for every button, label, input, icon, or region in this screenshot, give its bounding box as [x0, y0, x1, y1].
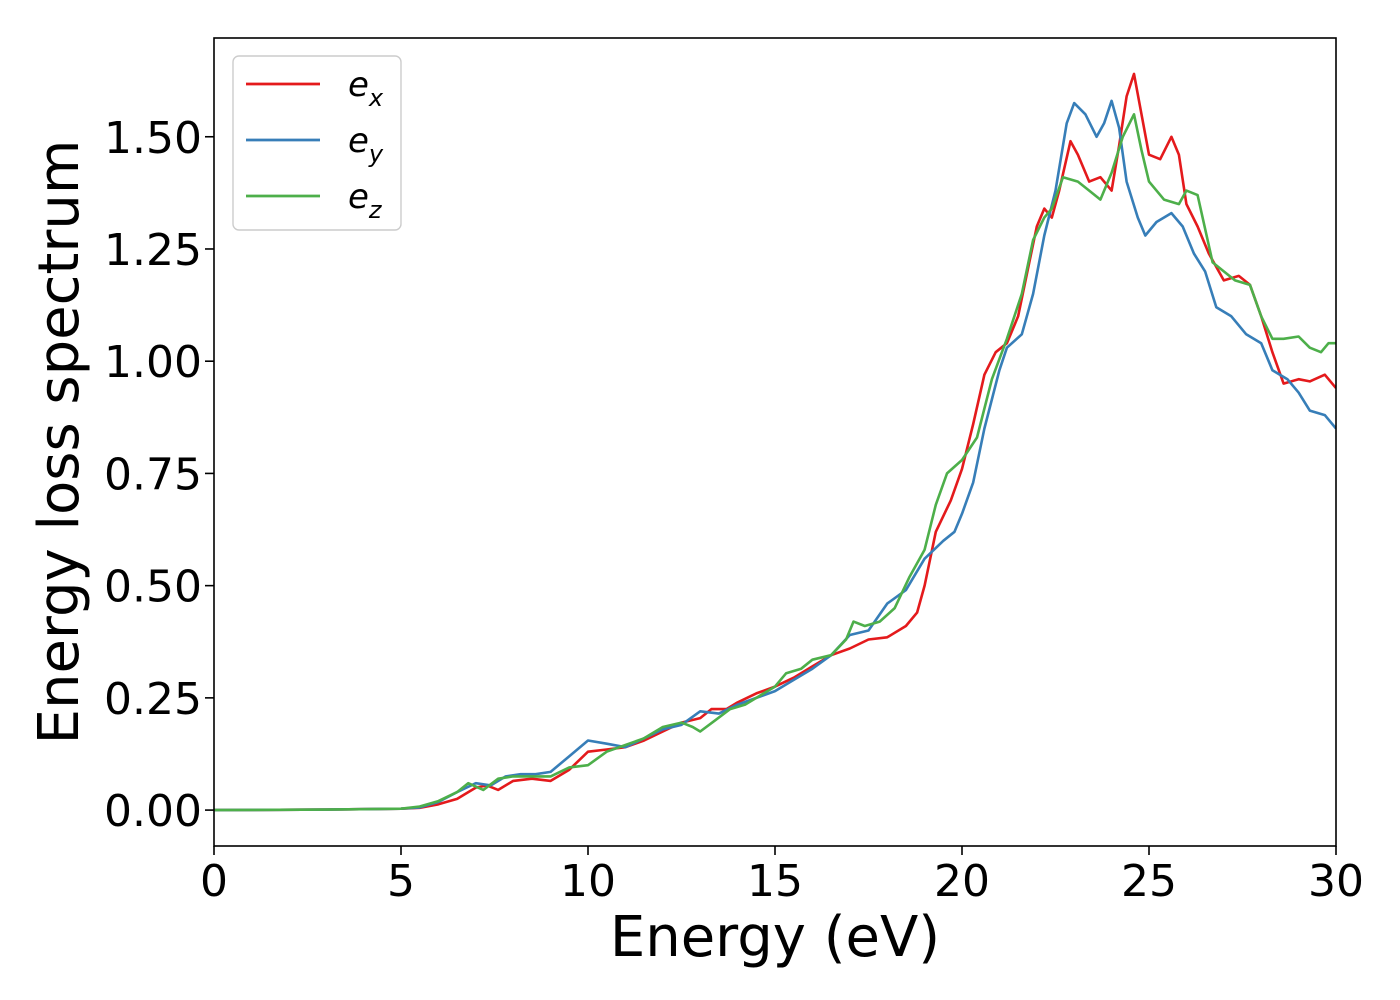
x-axis-label: Energy (eV) — [610, 905, 940, 970]
series-line-ez — [214, 113, 1336, 812]
legend-subscript: x — [368, 84, 384, 112]
y-tick-label: 0.00 — [104, 786, 202, 837]
y-tick-label: 0.75 — [104, 449, 202, 500]
series-line-ey — [214, 99, 1336, 812]
legend-subscript: z — [368, 196, 383, 224]
x-tick-label: 25 — [1121, 856, 1177, 907]
x-tick-label: 0 — [200, 856, 228, 907]
legend-label-ez: ez — [348, 177, 383, 224]
x-tick-label: 10 — [560, 856, 616, 907]
x-tick-label: 5 — [387, 856, 415, 907]
y-tick-label: 0.25 — [104, 674, 202, 725]
x-tick-label: 30 — [1308, 856, 1364, 907]
y-axis-label: Energy loss spectrum — [27, 140, 92, 745]
y-tick-label: 1.50 — [104, 113, 202, 164]
legend-box — [232, 55, 402, 231]
x-axis-ticks: 0 5 10 15 20 25 30 — [200, 846, 1364, 907]
x-tick-label: 15 — [747, 856, 803, 907]
y-axis-ticks: 0.00 0.25 0.50 0.75 1.00 1.25 1.50 — [104, 113, 214, 837]
y-tick-label: 1.00 — [104, 337, 202, 388]
legend-subscript: y — [368, 140, 384, 168]
x-tick-label: 20 — [934, 856, 990, 907]
y-tick-label: 0.50 — [104, 562, 202, 613]
y-tick-label: 1.25 — [104, 225, 202, 276]
series-layer — [214, 72, 1336, 812]
series-line-ex — [214, 72, 1336, 812]
